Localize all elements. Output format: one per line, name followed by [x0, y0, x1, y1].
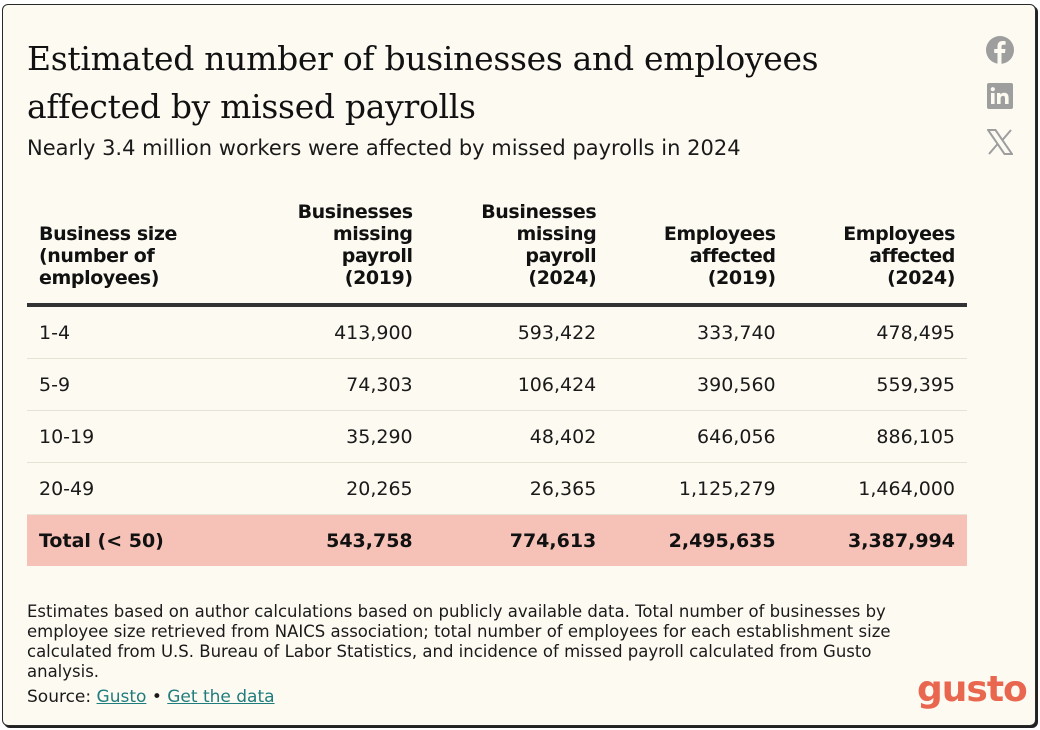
column-header-employees-2024: Employees affected (2024) — [787, 201, 967, 307]
header-line: Business size — [39, 223, 178, 245]
cell-employees-2024: 559,395 — [787, 358, 967, 411]
column-header-businesses-2019: Businesses missing payroll (2019) — [241, 201, 425, 307]
cell-total-businesses-2019: 543,758 — [241, 514, 425, 566]
cell-total-employees-2024: 3,387,994 — [787, 514, 967, 566]
share-facebook-button[interactable] — [985, 35, 1015, 65]
cell-business-size: 20-49 — [27, 462, 241, 515]
header-line: affected — [869, 245, 955, 267]
share-x-button[interactable] — [985, 127, 1015, 157]
source-link-gusto[interactable]: Gusto — [96, 687, 147, 707]
cell-business-size: 10-19 — [27, 410, 241, 463]
cell-businesses-2019: 74,303 — [241, 358, 425, 411]
get-the-data-link[interactable]: Get the data — [167, 687, 275, 707]
cell-businesses-2024: 48,402 — [424, 410, 609, 463]
column-header-business-size: Business size (number of employees) — [27, 201, 241, 307]
cell-employees-2019: 646,056 — [608, 410, 788, 463]
table-row: 5-9 74,303 106,424 390,560 559,395 — [27, 358, 967, 411]
column-header-employees-2019: Employees affected (2019) — [608, 201, 788, 307]
cell-total-label: Total (< 50) — [27, 514, 241, 566]
cell-employees-2019: 390,560 — [608, 358, 788, 411]
header-line: affected — [689, 245, 776, 267]
header-line: Businesses — [297, 201, 413, 223]
cell-businesses-2019: 20,265 — [241, 462, 425, 515]
cell-business-size: 1-4 — [27, 305, 241, 359]
cell-businesses-2024: 106,424 — [424, 358, 609, 411]
share-linkedin-button[interactable] — [985, 81, 1015, 111]
header-line: (2019) — [707, 267, 776, 289]
cell-total-businesses-2024: 774,613 — [424, 514, 609, 566]
header-line: (2024) — [887, 267, 955, 289]
cell-employees-2024: 1,464,000 — [787, 462, 967, 515]
header-line: Businesses — [481, 201, 597, 223]
cell-business-size: 5-9 — [27, 358, 241, 411]
table-header-row: Business size (number of employees) Busi… — [27, 201, 967, 307]
table-row: 20-49 20,265 26,365 1,125,279 1,464,000 — [27, 462, 967, 515]
x-icon — [987, 129, 1013, 155]
cell-employees-2024: 478,495 — [787, 305, 967, 359]
header-line: payroll — [525, 245, 597, 267]
cell-employees-2024: 886,105 — [787, 410, 967, 463]
cell-businesses-2024: 26,365 — [424, 462, 609, 515]
linkedin-icon — [987, 83, 1013, 109]
chart-card: Estimated number of businesses and emplo… — [2, 4, 1036, 726]
table-total-row: Total (< 50) 543,758 774,613 2,495,635 3… — [27, 514, 967, 566]
table-row: 1-4 413,900 593,422 333,740 478,495 — [27, 305, 967, 359]
cell-businesses-2019: 413,900 — [241, 305, 425, 359]
cell-businesses-2024: 593,422 — [424, 305, 609, 359]
chart-subtitle: Nearly 3.4 million workers were affected… — [27, 136, 741, 160]
table-row: 10-19 35,290 48,402 646,056 886,105 — [27, 410, 967, 463]
chart-title: Estimated number of businesses and emplo… — [27, 39, 819, 126]
facebook-icon — [986, 36, 1014, 64]
cell-businesses-2019: 35,290 — [241, 410, 425, 463]
header-line: Employees — [843, 223, 955, 245]
methodology-notes: Estimates based on author calculations b… — [27, 602, 891, 681]
header-line: missing — [332, 223, 413, 245]
header-line: employees) — [39, 267, 160, 289]
source-line: Source: Gusto • Get the data — [27, 687, 275, 707]
column-header-businesses-2024: Businesses missing payroll (2024) — [424, 201, 609, 307]
source-label: Source: — [27, 687, 92, 707]
payroll-table: Business size (number of employees) Busi… — [27, 201, 967, 566]
cell-employees-2019: 1,125,279 — [608, 462, 788, 515]
cell-total-employees-2019: 2,495,635 — [608, 514, 788, 566]
header-line: missing — [516, 223, 597, 245]
cell-employees-2019: 333,740 — [608, 305, 788, 359]
header-line: (2024) — [528, 267, 597, 289]
header-line: Employees — [663, 223, 776, 245]
source-separator: • — [151, 687, 162, 707]
header-line: (2019) — [344, 267, 413, 289]
header-line: (number of — [39, 245, 155, 267]
gusto-logo: gusto — [917, 669, 1028, 710]
header-line: payroll — [341, 245, 413, 267]
